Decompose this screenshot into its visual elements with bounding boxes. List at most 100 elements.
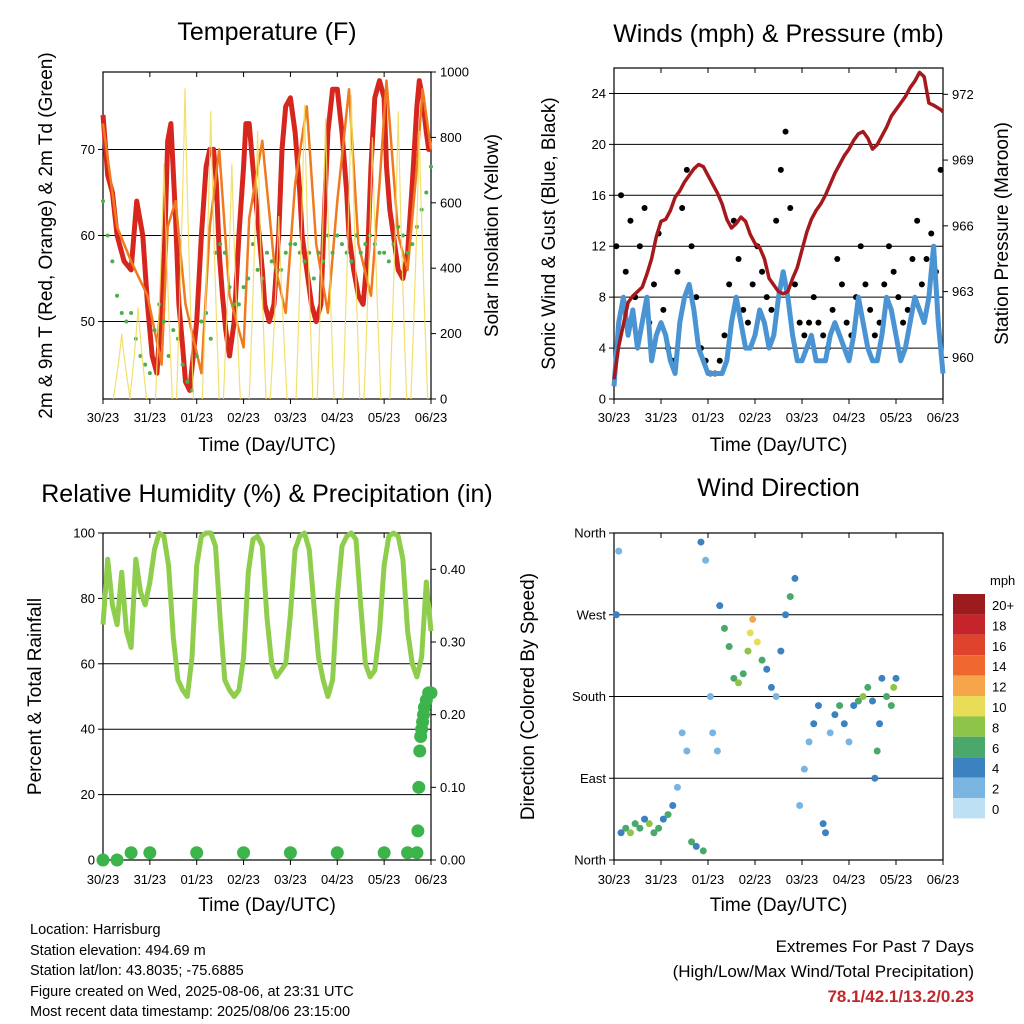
colorbar-swatch	[953, 716, 985, 737]
direction-point	[725, 643, 733, 651]
x-tick-label: 02/23	[739, 872, 772, 887]
figure-created: Figure created on Wed, 2025-08-06, at 23…	[30, 983, 354, 1000]
colorbar-label: 18	[992, 618, 1006, 633]
x-tick-label: 30/23	[598, 410, 631, 425]
direction-point	[688, 838, 696, 846]
y-tick-label: 0	[599, 392, 606, 407]
direction-point	[706, 693, 714, 700]
y-tick-label: 60	[81, 656, 95, 671]
colorbar-swatch	[953, 655, 985, 676]
x-tick-label: 30/23	[598, 872, 631, 887]
precip-point	[110, 853, 124, 867]
y-tick-label: 24	[592, 86, 606, 101]
gust-point	[641, 205, 648, 212]
panel-title: Relative Humidity (%) & Precipitation (i…	[41, 480, 493, 508]
y2-tick-label: 0.20	[440, 707, 465, 722]
y2-tick-label: 969	[952, 153, 974, 168]
solar-peak	[389, 111, 408, 400]
gust-point	[759, 268, 766, 275]
gust-point	[909, 255, 916, 262]
gust-point	[693, 294, 700, 301]
direction-point	[805, 738, 813, 746]
x-axis-title: Time (Day/UTC)	[198, 895, 336, 916]
x-tick-label: 31/23	[645, 410, 678, 425]
direction-point	[822, 829, 829, 837]
td-point	[166, 353, 171, 358]
gust-point	[820, 332, 827, 339]
y-tick-label: North	[574, 526, 606, 541]
x-tick-label: 05/23	[880, 872, 913, 887]
td-point	[396, 224, 401, 229]
colorbar-label: 4	[992, 761, 999, 776]
td-point	[288, 242, 293, 247]
precip-point	[412, 780, 426, 794]
direction-point	[883, 693, 891, 700]
gust-point	[777, 166, 784, 173]
direction-point	[772, 693, 780, 700]
td-point	[152, 328, 157, 333]
x-tick-label: 04/23	[833, 872, 866, 887]
td-point	[218, 242, 223, 247]
colorbar-swatch	[953, 757, 985, 778]
direction-point	[622, 824, 630, 832]
precip-point	[330, 846, 344, 860]
colorbar-label: 2	[992, 782, 999, 797]
panel-title: Winds (mph) & Pressure (mb)	[613, 20, 944, 48]
precip-point	[401, 846, 415, 860]
direction-point	[749, 615, 757, 623]
colorbar-swatch	[953, 777, 985, 798]
recent-timestamp: Most recent data timestamp: 2025/08/06 2…	[30, 1004, 351, 1020]
gust-point	[829, 306, 836, 313]
direction-point	[864, 683, 872, 691]
precip-point	[283, 846, 297, 860]
gust-point	[801, 332, 808, 339]
gust-point	[928, 230, 935, 237]
direction-point	[869, 697, 876, 705]
direction-point	[641, 815, 649, 823]
direction-point	[878, 674, 886, 682]
x-tick-label: 02/23	[227, 872, 260, 887]
td-point	[246, 276, 251, 281]
plot-area	[612, 538, 900, 855]
x-tick-label: 30/23	[87, 410, 120, 425]
td-point	[265, 250, 269, 255]
td-point	[358, 250, 363, 255]
direction-point	[699, 847, 707, 855]
y2-tick-label: 0.10	[440, 780, 465, 795]
x-tick-label: 05/23	[368, 410, 401, 425]
direction-point	[664, 811, 672, 819]
direction-point	[836, 702, 844, 710]
direction-point	[735, 679, 743, 687]
y-tick-label: 20	[81, 787, 95, 802]
gust-point	[744, 319, 751, 326]
precip-point	[410, 846, 424, 860]
y2-tick-label: 963	[952, 284, 974, 299]
direction-point	[840, 720, 848, 728]
colorbar-swatch	[953, 675, 985, 696]
direction-point	[887, 702, 895, 710]
precip-point	[124, 846, 138, 860]
colorbar-swatch	[953, 634, 985, 656]
gust-point	[650, 281, 657, 288]
td-point	[161, 319, 166, 324]
x-tick-label: 03/23	[786, 410, 819, 425]
direction-point	[655, 824, 663, 832]
y-axis-title: Direction (Colored By Speed)	[518, 573, 539, 820]
td-point	[129, 310, 134, 315]
gust-point	[815, 319, 822, 326]
t9m-line	[101, 79, 433, 375]
t2m-line	[100, 78, 432, 393]
precip-point	[190, 846, 204, 860]
td-point	[119, 310, 124, 315]
gust-point	[679, 205, 686, 212]
panel-temperature: Temperature (F) 50 60 70 0 200 400 600 800 1000 30…	[36, 18, 503, 456]
colorbar-label: 10	[992, 700, 1006, 715]
gust-point	[740, 306, 747, 313]
y2-tick-label: 800	[440, 130, 462, 145]
direction-point	[709, 729, 717, 737]
td-point	[199, 319, 204, 324]
station-latlon: Station lat/lon: 43.8035; -75.6885	[30, 963, 244, 979]
solar-peak	[222, 163, 241, 400]
gust-point	[900, 319, 907, 326]
